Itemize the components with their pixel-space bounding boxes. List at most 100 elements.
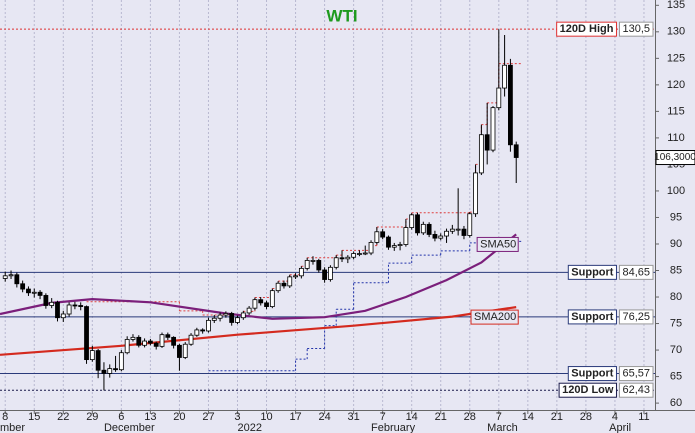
candle-body [293,275,298,278]
series-label-box [476,236,519,252]
candle-body [473,172,478,215]
level-value-box [618,21,654,37]
x-tick-label: 8 [2,411,8,423]
level-label-box [558,382,617,398]
candle-body [200,329,206,332]
series-label: SMA50 [480,238,516,250]
candle-body [89,350,95,361]
y-tick-label: 70 [670,344,682,356]
x-tick-label: 14 [406,411,418,423]
x-tick-label: 3 [234,411,240,423]
candle-body [380,231,386,238]
x-tick-label: 27 [202,411,214,423]
y-tick-label: 110 [667,132,685,144]
candle-body [264,302,269,307]
level-label: 120D Low [562,384,614,396]
current-price-label: 106,3000 [654,152,695,163]
month-label: 2022 [237,422,261,433]
candle-body [107,368,113,374]
candle-body [287,276,293,287]
x-tick-label: 7 [496,411,502,423]
level-value: 62,43 [622,384,650,396]
y-tick-label: 100 [667,185,685,197]
level-label: Support [571,311,613,323]
candle-body [55,301,60,319]
candle-body [275,282,281,292]
level-label: Support [571,367,613,379]
level-label: Support [571,266,613,278]
candle-body [258,299,264,304]
candle-body [304,260,310,269]
x-tick-label: 6 [118,411,124,423]
candle-body [357,253,362,255]
candle-body [37,291,43,296]
candle-body [415,214,420,234]
candle-body [496,87,502,109]
y-tick-label: 115 [667,105,685,117]
candle-body [351,253,357,258]
candle-body [8,274,14,277]
candle-body [444,230,449,237]
x-tick-label: 28 [464,411,476,423]
y-tick-label: 60 [670,397,682,409]
candle-body [153,342,159,347]
candle-body [43,295,49,306]
candle-body [386,236,391,248]
level-value-box [618,382,654,398]
candle-body [235,317,240,323]
candle-body [240,312,246,319]
candle-body [328,266,333,280]
x-tick-label: 4 [612,411,618,423]
candle-body [147,340,153,344]
level-label-box [567,366,617,382]
month-label: April [609,422,631,433]
y-tick-label: 120 [667,79,685,91]
candle-body [84,306,89,361]
x-tick-label: 29 [86,411,98,423]
x-tick-label: 22 [57,411,69,423]
month-label: March [487,422,518,433]
candle-body [478,134,484,174]
candle-body [159,334,165,347]
candle-body [113,368,118,371]
y-tick-label: 135 [667,0,685,11]
candle-body [142,340,147,346]
candle-body [95,350,101,371]
level-value: 65,57 [622,367,650,379]
x-tick-label: 7 [380,411,386,423]
candle-body [368,241,374,254]
y-tick-label: 125 [667,52,685,64]
candle-body [455,228,461,231]
candle-body [322,269,327,280]
candle-body [461,228,467,236]
level-label-box [567,309,617,325]
candle-body [229,313,235,323]
candle-body [217,314,223,319]
level-value: 84,65 [622,266,650,278]
candle-body [194,329,200,336]
x-tick-label: 10 [260,411,272,423]
level-value: 130,5 [622,23,650,35]
candle-body [316,260,322,271]
level-value-box [618,366,654,382]
candle-body [484,134,490,151]
y-tick-label: 95 [670,211,682,223]
candle-body [403,227,409,245]
x-tick-label: 11 [638,411,649,423]
candle-body [31,291,37,294]
series-label: SMA200 [474,311,516,323]
candle-body [420,223,426,234]
x-tick-label: 31 [348,411,360,423]
candle-body [438,235,444,239]
candle-body [397,244,403,246]
chart-title: WTI [326,6,357,25]
candle-body [101,369,107,374]
candle-body [60,313,66,319]
x-tick-label: 24 [318,411,330,423]
candle-body [449,228,455,232]
candle-body [188,334,194,345]
candle-body [182,343,188,358]
candle-body [66,304,72,315]
candle-body [177,344,182,358]
candle-body [130,336,136,340]
